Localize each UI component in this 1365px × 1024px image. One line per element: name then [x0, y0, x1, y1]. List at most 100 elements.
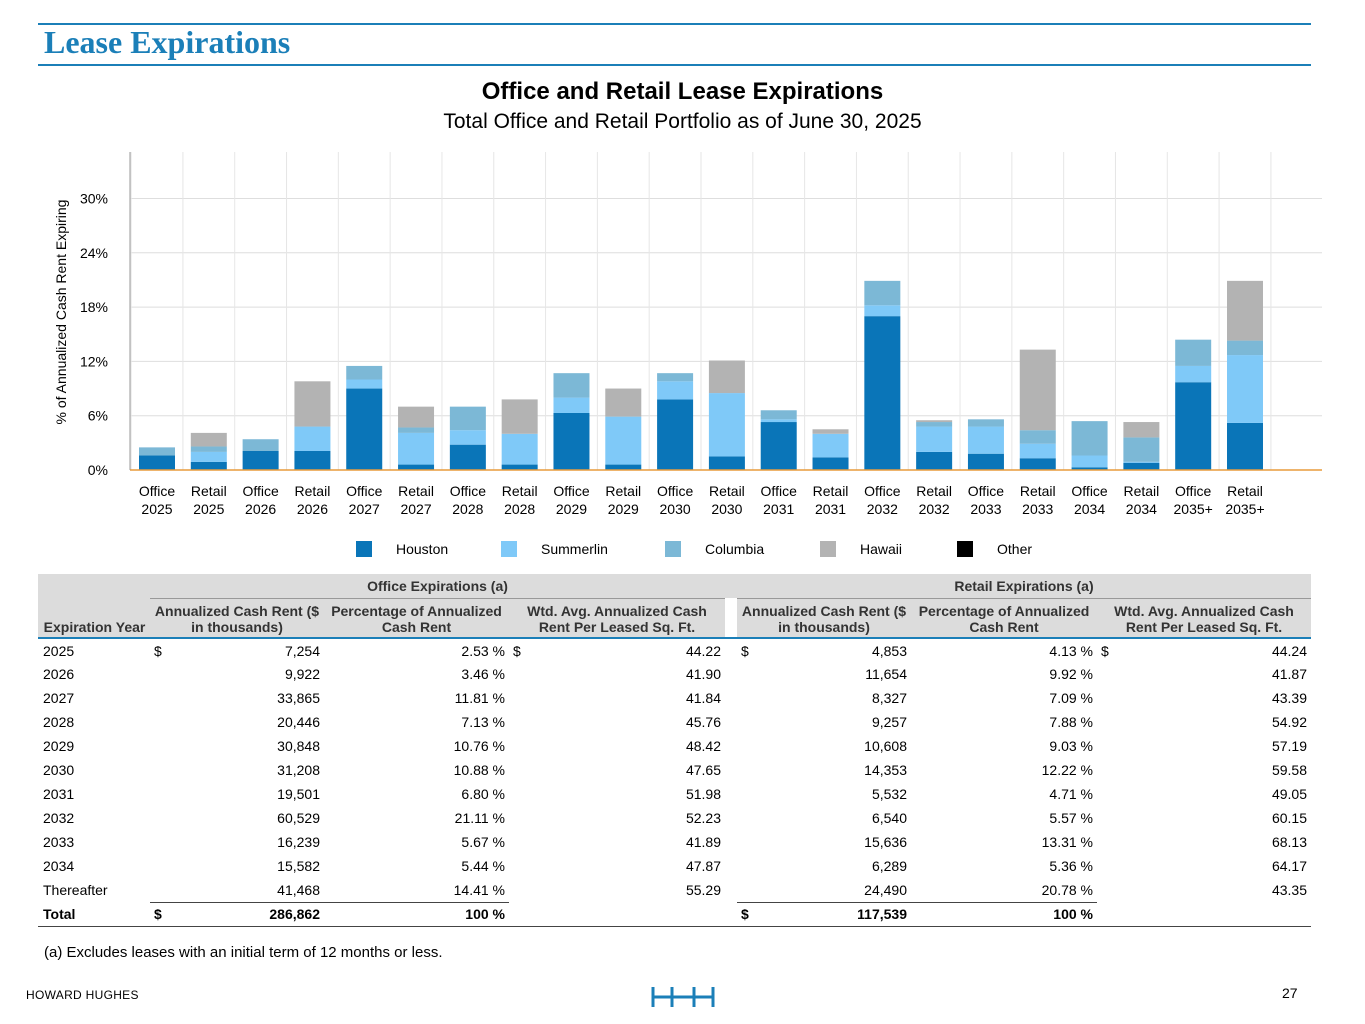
retail-pct-header: Percentage of Annualized Cash Rent	[911, 598, 1097, 639]
retail-wtd-currency-cell	[1097, 662, 1115, 686]
retail-rent-cell: 14,353	[864, 762, 907, 778]
total-retail-wtd-currency	[1097, 902, 1115, 927]
x-tick-label: Office	[1175, 483, 1212, 499]
legend-swatch	[356, 541, 372, 557]
page-title: Lease Expirations	[44, 24, 291, 60]
table-row: 2026 9,922 3.46 % 41.90 11,654 9.92 % 41.87	[38, 662, 1311, 686]
office-wtd-currency-cell	[509, 878, 527, 902]
bar-segment-columbia	[1123, 437, 1160, 462]
office-pct-cell: 14.41 %	[453, 881, 505, 898]
retail-rent-cell: 24,490	[864, 881, 907, 898]
retail-rent-cell: 8,327	[871, 690, 907, 706]
bar-segment-summerlin	[294, 426, 331, 451]
retail-rent-cell: 11,654	[865, 666, 907, 682]
expiration-year-cell: Thereafter	[43, 882, 108, 898]
gap-cell	[725, 638, 737, 662]
office-wtd-cell: 41.90	[685, 666, 721, 682]
retail-pct-cell: 20.78 %	[1041, 881, 1093, 898]
retail-wtd-currency-cell	[1097, 758, 1115, 782]
x-tick-label: 2028	[504, 501, 535, 517]
retail-wtd-currency-cell: $	[1101, 642, 1109, 659]
y-tick-label: 24%	[80, 245, 108, 261]
y-tick-label: 18%	[80, 299, 108, 315]
office-wtd-cell: 55.29	[685, 882, 721, 898]
office-rent-cell: 33,865	[277, 690, 320, 706]
retail-rent-cell: 9,257	[871, 714, 907, 730]
bar-segment-summerlin	[760, 419, 797, 423]
office-pct-cell: 10.88 %	[453, 762, 505, 778]
bar-segment-summerlin	[449, 430, 486, 445]
retail-wtd-header: Wtd. Avg. Annualized Cash Rent Per Lease…	[1097, 598, 1311, 639]
chart-subtitle: Total Office and Retail Portfolio as of …	[443, 110, 922, 133]
office-rent-currency-cell	[150, 734, 168, 758]
x-tick-label: 2035+	[1225, 501, 1264, 517]
x-tick-label: 2030	[711, 501, 742, 517]
x-tick-label: Office	[968, 483, 1005, 499]
bar-segment-columbia	[139, 447, 175, 456]
x-tick-label: Retail	[605, 483, 641, 499]
retail-wtd-cell: 54.92	[1271, 714, 1307, 730]
office-wtd-currency-cell	[509, 686, 527, 710]
bar-segment-houston	[139, 455, 175, 470]
legend-swatch	[501, 541, 517, 557]
retail-pct-cell: 13.31 %	[1041, 834, 1093, 850]
retail-wtd-cell: 43.39	[1271, 690, 1307, 706]
chart-title: Office and Retail Lease Expirations	[481, 78, 884, 105]
office-wtd-currency-cell	[509, 758, 527, 782]
legend-label: Other	[997, 541, 1033, 557]
x-tick-label: Office	[242, 483, 279, 499]
office-rent-currency-cell: $	[154, 642, 162, 659]
office-wtd-cell: 52.23	[685, 810, 721, 826]
bar-segment-houston	[708, 456, 745, 470]
retail-wtd-cell: 64.17	[1271, 858, 1307, 874]
header-top-rule	[38, 23, 1311, 25]
bar-segment-summerlin	[864, 305, 901, 317]
office-rent-currency-cell	[150, 830, 168, 854]
office-rent-cell: 60,529	[277, 810, 320, 826]
bar-segment-summerlin	[1071, 455, 1108, 468]
retail-rent-cell: 15,636	[864, 834, 907, 850]
total-retail-pct: 100 %	[911, 901, 1097, 927]
x-tick-label: Retail	[502, 483, 538, 499]
bar-segment-summerlin	[657, 381, 694, 400]
expiration-year-cell: 2032	[43, 810, 75, 826]
x-tick-label: Retail	[916, 483, 952, 499]
expiration-year-header: Expiration Year	[38, 574, 150, 639]
retail-wtd-cell: 60.15	[1271, 810, 1307, 826]
total-office-pct: 100 %	[324, 901, 509, 927]
bar-segment-houston	[294, 450, 331, 470]
gap-cell	[725, 710, 737, 734]
chart-legend: Houston Summerlin Columbia Hawaii Other	[0, 541, 1365, 561]
office-wtd-cell: 41.89	[685, 834, 721, 850]
total-office-rent-currency: $	[150, 901, 168, 927]
stacked-bar-chart: 0% 6% 12% 18% 24% 30% Office 2025 Retail 2025 Offi…	[53, 152, 1322, 517]
office-pct-cell: 5.44 %	[461, 858, 505, 874]
page-number: 27	[1282, 985, 1298, 1001]
office-rent-cell: 7,254	[284, 642, 320, 659]
bar-segment-columbia	[398, 427, 435, 433]
x-tick-label: 2031	[815, 501, 846, 517]
bar-segment-columbia	[449, 406, 486, 431]
bar-segment-columbia	[242, 439, 279, 451]
x-tick-label: 2027	[400, 501, 431, 517]
bar-segment-houston	[1175, 382, 1212, 470]
office-wtd-currency-cell	[509, 830, 527, 854]
table-row: Thereafter 41,468 14.41 % 55.29 24,490 20.78 …	[38, 878, 1311, 902]
x-tick-label: Retail	[1227, 483, 1263, 499]
x-tick-label: Office	[346, 483, 383, 499]
legend-label: Houston	[396, 541, 449, 557]
bar-segment-houston	[449, 444, 486, 470]
retail-wtd-currency-cell	[1097, 734, 1115, 758]
office-wtd-header: Wtd. Avg. Annualized Cash Rent Per Lease…	[509, 598, 725, 639]
header-gap	[725, 598, 737, 639]
retail-rent-currency-cell	[737, 758, 755, 782]
x-tick-label: Retail	[191, 483, 227, 499]
retail-wtd-currency-cell	[1097, 878, 1115, 902]
bar-segment-houston	[1019, 458, 1056, 470]
legend-swatch	[665, 541, 681, 557]
bar-segment-columbia	[864, 280, 901, 306]
x-tick-label: Retail	[1020, 483, 1056, 499]
total-office-wtd	[527, 902, 725, 927]
bar-segment-hawaii	[605, 388, 642, 417]
retail-rent-currency-cell	[737, 686, 755, 710]
